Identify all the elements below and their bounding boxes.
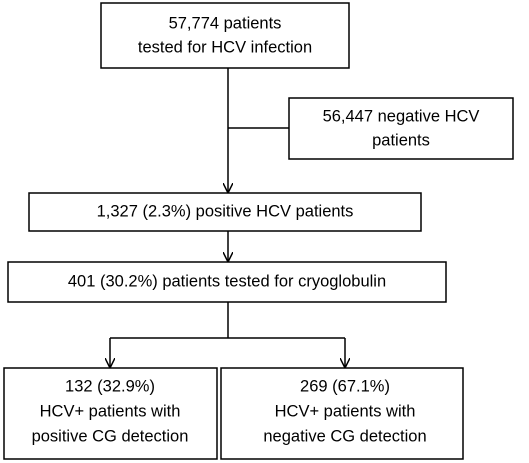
box bbox=[7, 261, 447, 303]
node-text: 57,774 patients bbox=[169, 14, 282, 32]
node-text: 269 (67.1%) bbox=[300, 377, 390, 395]
node-text: patients bbox=[372, 131, 430, 149]
box bbox=[288, 97, 514, 160]
box bbox=[220, 367, 464, 460]
node-text: 56,447 negative HCV bbox=[323, 107, 480, 125]
box bbox=[100, 2, 350, 69]
node-text: 132 (32.9%) bbox=[65, 377, 155, 395]
node-text: tested for HCV infection bbox=[138, 38, 312, 56]
node-text: positive CG detection bbox=[32, 427, 189, 445]
box bbox=[3, 367, 218, 460]
box bbox=[28, 192, 422, 232]
node-text: HCV+ patients with bbox=[40, 402, 181, 420]
node-text: 401 (30.2%) patients tested for cryoglob… bbox=[68, 272, 386, 290]
node-text: negative CG detection bbox=[263, 427, 426, 445]
node-text: 1,327 (2.3%) positive HCV patients bbox=[97, 202, 354, 220]
node-text: HCV+ patients with bbox=[275, 402, 416, 420]
